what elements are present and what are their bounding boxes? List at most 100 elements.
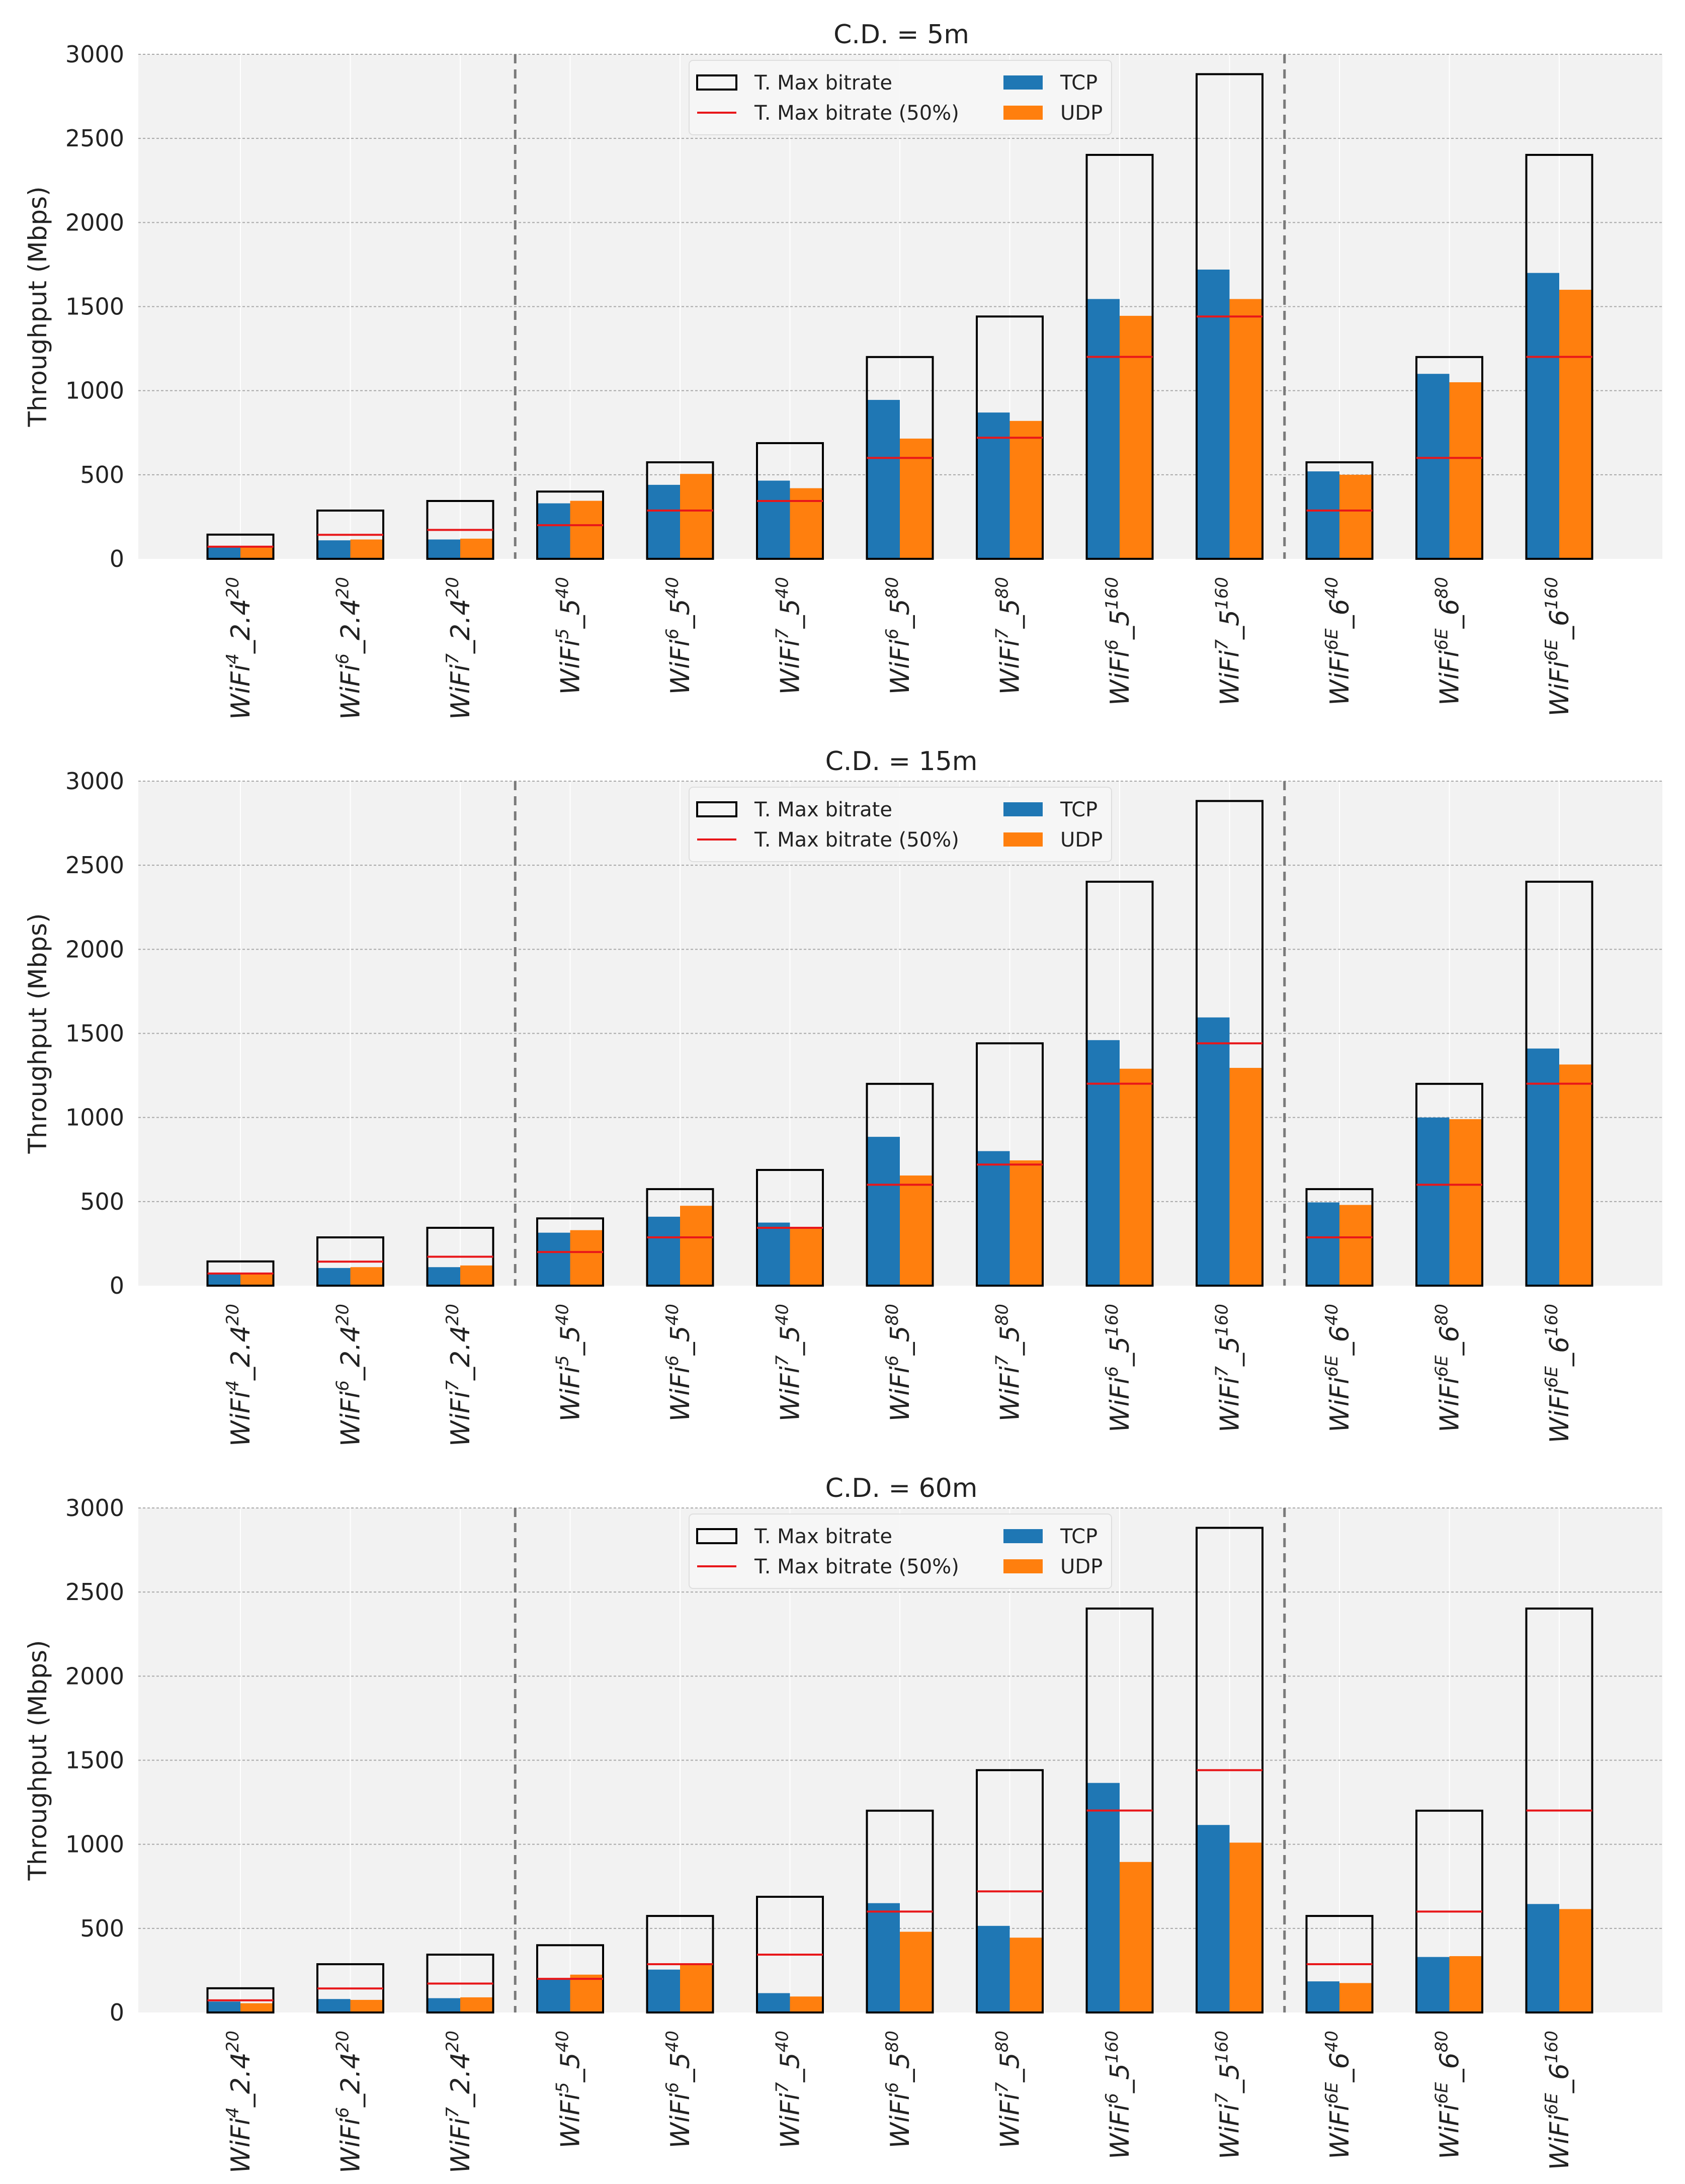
udp-bar — [680, 1206, 713, 1286]
chart-panel-3: 0 500 1000 1500 2000 2500 3000 C.D. = 60m Throug… — [23, 1473, 1662, 2173]
x-tick-label: WiFi7_2.420 — [443, 577, 476, 720]
x-tick-label: WiFi6_540 — [662, 1304, 696, 1421]
x-tick-band: _5 — [776, 1325, 806, 1356]
x-tick-base: WiFi — [556, 2092, 586, 2148]
tcp-bar — [317, 1999, 351, 2012]
tcp-bar — [207, 546, 240, 559]
x-tick-base: WiFi — [995, 1366, 1026, 1421]
x-tick-band: _5 — [995, 1325, 1026, 1356]
x-tick-width: 40 — [773, 1304, 793, 1325]
x-tick-base: WiFi — [1215, 1377, 1245, 1433]
x-tick-width: 40 — [1322, 1304, 1342, 1325]
tcp-bar — [977, 1925, 1010, 2012]
x-tick-label: WiFi6_540 — [662, 577, 696, 695]
tcp-bar — [867, 1137, 900, 1286]
udp-bar — [240, 546, 274, 559]
x-tick-base: WiFi — [226, 1391, 256, 1447]
tcp-bar — [317, 540, 351, 559]
x-tick-base: WiFi — [446, 2118, 476, 2173]
x-tick-width: 160 — [1212, 2031, 1232, 2063]
tcp-bar — [1306, 1202, 1339, 1286]
x-tick-base: WiFi — [1105, 650, 1135, 706]
x-tick-label: WiFi6E_6160 — [1542, 2031, 1575, 2170]
x-tick-band: _2.4 — [226, 2052, 256, 2108]
x-tick-base: WiFi — [665, 1366, 696, 1421]
x-tick-generation: 7 — [992, 2082, 1013, 2093]
tcp-bar — [867, 400, 900, 559]
legend-label-udp: UDP — [1060, 828, 1103, 852]
x-tick-width: 80 — [882, 2031, 902, 2052]
x-tick-generation: 6 — [882, 1355, 902, 1366]
x-tick-band: _5 — [665, 2052, 696, 2082]
legend-swatch-max-bitrate — [696, 1528, 737, 1544]
udp-bar — [1339, 474, 1373, 559]
x-tick-generation: 5 — [553, 1355, 573, 1366]
x-tick-band: _5 — [776, 599, 806, 629]
legend-label-max-bitrate: T. Max bitrate — [754, 71, 892, 95]
x-tick-generation: 6E — [1322, 628, 1342, 650]
legend-swatch-udp — [1003, 106, 1043, 120]
x-tick-label: WiFi5_540 — [553, 2031, 586, 2148]
legend-swatch-max-bitrate — [696, 801, 737, 817]
udp-bar — [570, 1974, 603, 2012]
x-tick-label: WiFi6_5160 — [1102, 1304, 1135, 1433]
x-tick-band: _5 — [556, 2052, 586, 2082]
tcp-bar — [1086, 1040, 1120, 1286]
tcp-bar — [1306, 471, 1339, 559]
x-tick-base: WiFi — [1325, 650, 1355, 706]
x-tick-width: 20 — [443, 1304, 463, 1325]
x-tick-generation: 7 — [1212, 639, 1232, 650]
x-tick-base: WiFi — [1325, 2104, 1355, 2159]
legend-label-tcp: TCP — [1060, 798, 1098, 821]
x-tick-generation: 6 — [1102, 639, 1122, 650]
legend-label-half-bitrate: T. Max bitrate (50%) — [754, 1555, 959, 1578]
x-tick-band: _5 — [776, 2052, 806, 2082]
legend-label-half-bitrate: T. Max bitrate (50%) — [754, 102, 959, 125]
x-tick-base: WiFi — [1105, 2104, 1135, 2159]
udp-bar — [570, 1230, 603, 1286]
udp-bar — [1339, 1983, 1373, 2012]
y-tick-label: 0 — [110, 545, 124, 572]
x-tick-base: WiFi — [1545, 661, 1575, 717]
x-tick-band: _2.4 — [226, 599, 256, 654]
x-tick-band: _5 — [885, 2052, 915, 2082]
y-tick-label: 2000 — [65, 209, 124, 236]
x-tick-band: _6 — [1435, 2052, 1465, 2082]
tcp-bar — [427, 1267, 460, 1286]
x-tick-band: _5 — [1105, 1336, 1135, 1367]
y-tick-label: 500 — [80, 1915, 124, 1942]
y-tick-label: 3000 — [65, 768, 124, 795]
tcp-bar — [757, 1222, 790, 1286]
legend-label-tcp: TCP — [1060, 1525, 1098, 1548]
chart-panel-1: 0 500 1000 1500 2000 2500 3000 C.D. = 5m Through… — [23, 20, 1662, 720]
x-tick-base: WiFi — [776, 1366, 806, 1421]
x-tick-base: WiFi — [336, 664, 366, 720]
x-tick-width: 160 — [1542, 1304, 1562, 1336]
x-tick-label: WiFi6E_680 — [1432, 577, 1465, 706]
udp-bar — [1009, 1938, 1043, 2012]
legend-swatch-udp — [1003, 1559, 1043, 1573]
x-tick-width: 160 — [1542, 2031, 1562, 2063]
x-tick-generation: 6E — [1432, 2082, 1452, 2104]
chart-panel-2: 0 500 1000 1500 2000 2500 3000 C.D. = 15m Throug… — [23, 746, 1662, 1447]
y-tick-label: 1000 — [65, 1104, 124, 1131]
udp-bar — [1339, 1205, 1373, 1286]
x-tick-band: _6 — [1545, 610, 1575, 640]
tcp-bar — [1416, 374, 1450, 559]
x-tick-generation: 7 — [1212, 2093, 1232, 2104]
x-tick-base: WiFi — [885, 2092, 915, 2148]
x-tick-base: WiFi — [995, 639, 1026, 695]
legend-swatch-tcp — [1003, 802, 1043, 816]
x-tick-width: 160 — [1212, 577, 1232, 610]
x-tick-base: WiFi — [1215, 2104, 1245, 2159]
x-tick-band: _2.4 — [446, 599, 476, 654]
x-tick-base: WiFi — [1435, 650, 1465, 706]
legend-label-max-bitrate: T. Max bitrate — [754, 1525, 892, 1548]
x-tick-base: WiFi — [336, 2118, 366, 2173]
x-tick-generation: 6 — [333, 2107, 353, 2118]
x-tick-label: WiFi5_540 — [553, 577, 586, 695]
udp-bar — [900, 438, 933, 559]
x-tick-label: WiFi4_2.420 — [223, 2031, 256, 2173]
